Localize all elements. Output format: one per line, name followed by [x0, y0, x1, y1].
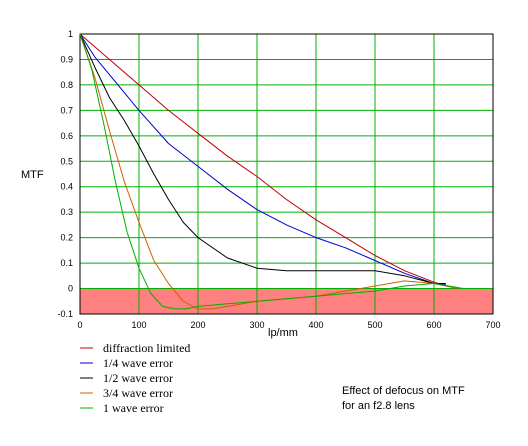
legend-label-1: 1/4 wave error — [103, 356, 173, 370]
x-axis-label: lp/mm — [268, 327, 298, 339]
series-line-0 — [79, 33, 458, 289]
y-tick-label: 0.5 — [60, 156, 73, 166]
x-tick-label: 600 — [426, 320, 441, 330]
x-tick-label: 700 — [485, 320, 500, 330]
y-tick-label: 0.9 — [60, 54, 73, 64]
series-line-1 — [79, 33, 446, 286]
legend-label-4: 1 wave error — [103, 401, 164, 415]
series-lines — [79, 33, 464, 310]
y-tick-label: 1 — [68, 29, 73, 39]
grid-lines — [80, 34, 493, 314]
series-line-4 — [79, 33, 464, 310]
y-tick-label: 0.6 — [60, 131, 73, 141]
y-tick-label: 0 — [68, 284, 73, 294]
plot-frame — [79, 33, 494, 315]
series-line-2 — [79, 33, 446, 284]
x-tick-label: 100 — [131, 320, 146, 330]
x-tick-label: 500 — [367, 320, 382, 330]
annotation: Effect of defocus on MTF for an f2.8 len… — [342, 385, 465, 412]
legend-label-0: diffraction limited — [103, 341, 190, 355]
annotation-line-2: for an f2.8 lens — [342, 400, 415, 412]
x-tick-label: 300 — [249, 320, 264, 330]
x-tick-label: 200 — [190, 320, 205, 330]
y-axis-label: MTF — [21, 169, 44, 181]
x-tick-label: 0 — [77, 320, 82, 330]
x-tick-label: 400 — [308, 320, 323, 330]
annotation-line-1: Effect of defocus on MTF — [342, 385, 465, 397]
legend-label-2: 1/2 wave error — [103, 371, 173, 385]
negative-region — [80, 288, 493, 314]
legend-label-3: 3/4 wave error — [103, 386, 173, 400]
y-tick-labels: 1 0.9 0.8 0.7 0.6 0.5 0.4 0.3 0.2 0.1 0 -0.1 — [57, 29, 73, 319]
y-tick-label: 0.1 — [60, 258, 73, 268]
y-tick-label: 0.7 — [60, 105, 73, 115]
series-line-3 — [79, 33, 458, 310]
y-tick-label: 0.4 — [60, 182, 73, 192]
x-tick-labels: 0 100 200 300 400 500 600 700 — [77, 320, 500, 330]
y-tick-label: 0.3 — [60, 207, 73, 217]
y-tick-label: -0.1 — [57, 309, 73, 319]
y-tick-label: 0.8 — [60, 80, 73, 90]
y-tick-label: 0.2 — [60, 233, 73, 243]
